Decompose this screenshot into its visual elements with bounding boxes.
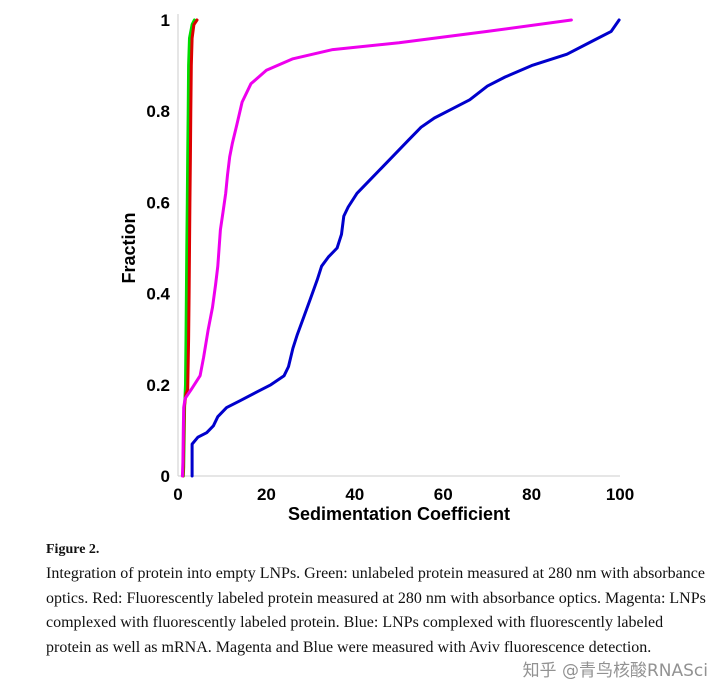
sedimentation-chart: 0 20 40 60 80 100 0 0.2 0.4 0.6 0.8 1 Sedimentatio…	[119, 11, 634, 524]
x-tick-label: 100	[606, 485, 634, 504]
y-tick-label: 0.8	[146, 102, 170, 121]
y-axis-ticks: 0 0.2 0.4 0.6 0.8 1	[146, 11, 170, 486]
caption-heading: Figure 2.	[46, 542, 100, 557]
x-tick-label: 40	[345, 485, 364, 504]
x-tick-label: 0	[173, 485, 182, 504]
x-tick-label: 80	[522, 485, 541, 504]
caption-text: Integration of protein into empty LNPs. …	[46, 565, 706, 656]
x-tick-label: 20	[257, 485, 276, 504]
y-tick-label: 0	[161, 467, 170, 486]
x-tick-label: 60	[434, 485, 453, 504]
y-tick-label: 0.2	[146, 376, 170, 395]
series-line-2	[180, 18, 573, 478]
figure-caption: Figure 2. Integration of protein into em…	[46, 542, 706, 660]
watermark-label: 知乎 @青鸟核酸RNASci	[520, 656, 710, 681]
y-tick-label: 0.4	[146, 285, 170, 304]
y-tick-label: 0.6	[146, 193, 170, 212]
x-axis-ticks: 0 20 40 60 80 100	[173, 485, 634, 504]
plot-frame	[177, 14, 620, 477]
series-layer	[180, 18, 621, 478]
x-axis-label: Sedimentation Coefficient	[288, 504, 510, 524]
y-axis-label: Fraction	[119, 212, 139, 283]
y-tick-label: 1	[161, 11, 170, 30]
series-line-3	[190, 18, 621, 478]
